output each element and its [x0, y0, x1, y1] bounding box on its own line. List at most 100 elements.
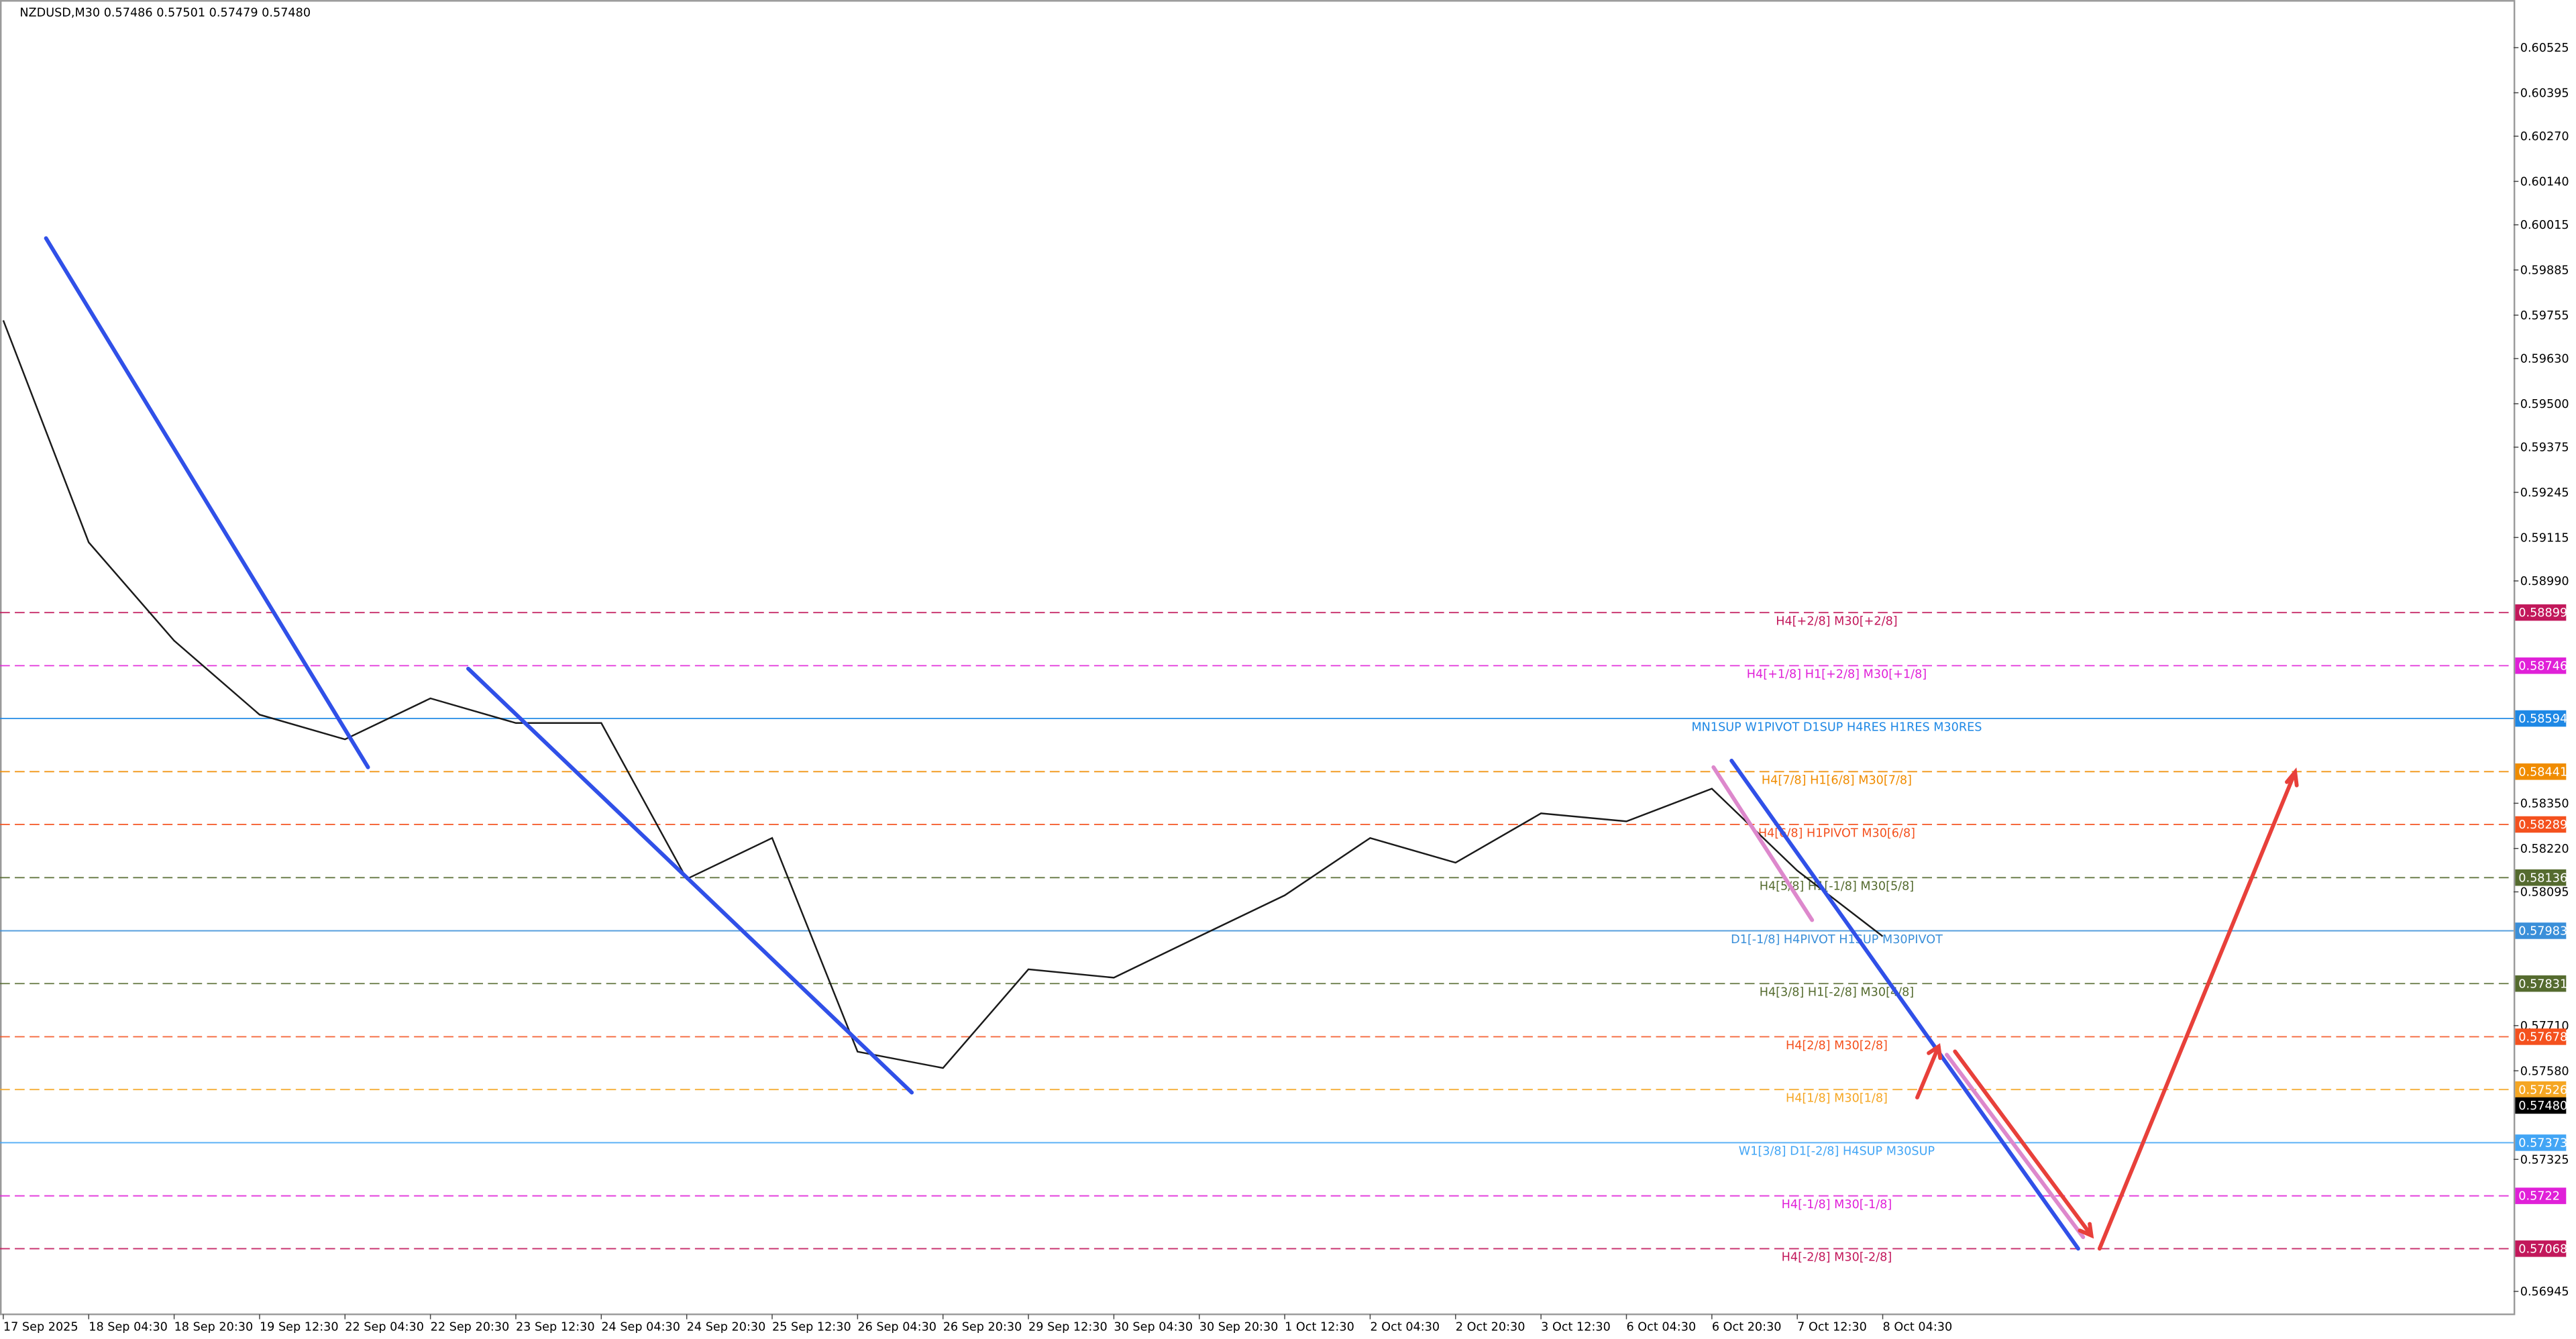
level-tag-label: 0.58441	[2518, 765, 2567, 779]
arrow-head	[2078, 1222, 2094, 1239]
x-tick-label: 30 Sep 20:30	[1199, 1321, 1279, 1334]
level-label: W1[3/8] D1[-2/8] H4SUP M30SUP	[1739, 1145, 1935, 1159]
level-label: H4[+2/8] M30[+2/8]	[1776, 614, 1897, 628]
y-tick-label: 0.60140	[2520, 176, 2569, 189]
x-tick-label: 3 Oct 12:30	[1541, 1321, 1611, 1334]
level-tag-label: 0.57373	[2518, 1137, 2567, 1150]
level-tag-label: 0.58594	[2518, 712, 2567, 726]
x-tick-label: 7 Oct 12:30	[1797, 1321, 1867, 1334]
trend-line	[466, 666, 914, 1095]
level-tag	[2515, 1081, 2567, 1098]
x-tick-label: 26 Sep 04:30	[857, 1321, 936, 1334]
x-tick-label: 25 Sep 12:30	[772, 1321, 851, 1334]
y-tick-label: 0.58990	[2520, 575, 2569, 588]
y-tick-label: 0.56945	[2520, 1285, 2569, 1299]
level-label: H4[3/8] H1[-2/8] M30[4/8]	[1760, 986, 1915, 1000]
y-tick-label: 0.59885	[2520, 264, 2569, 278]
level-tag	[2515, 763, 2567, 780]
y-tick-label: 0.60015	[2520, 219, 2569, 232]
y-tick-label: 0.58095	[2520, 886, 2569, 900]
level-tag-label: 0.57678	[2518, 1031, 2567, 1045]
level-tag-label: 0.57831	[2518, 977, 2567, 991]
y-tick-label: 0.59630	[2520, 353, 2569, 366]
x-tick-label: 18 Sep 20:30	[174, 1321, 254, 1334]
level-tag-label: 0.5722	[2518, 1190, 2560, 1203]
current-price-label: 0.57480	[2518, 1100, 2567, 1113]
y-tick-label: 0.60525	[2520, 42, 2569, 55]
forecast-arrow	[1953, 1049, 2094, 1238]
level-tag-label: 0.58136	[2518, 871, 2567, 885]
trend-line	[1729, 758, 2080, 1251]
x-tick-label: 17 Sep 2025	[3, 1321, 78, 1334]
level-tag	[2515, 1240, 2567, 1257]
level-tag	[2515, 869, 2567, 886]
x-tick-label: 19 Sep 12:30	[260, 1321, 339, 1334]
chart-title: NZDUSD,M30 0.57486 0.57501 0.57479 0.574…	[19, 7, 311, 20]
y-tick-label: 0.58220	[2520, 843, 2569, 856]
y-tick-label: 0.59115	[2520, 531, 2569, 545]
level-tag	[2515, 710, 2567, 727]
y-tick-label: 0.59375	[2520, 441, 2569, 455]
level-label: H4[-1/8] M30[-1/8]	[1782, 1198, 1892, 1212]
y-tick-label: 0.59500	[2520, 398, 2569, 411]
x-tick-label: 22 Sep 20:30	[431, 1321, 510, 1334]
level-tag	[2515, 922, 2567, 939]
y-tick-label: 0.60395	[2520, 87, 2569, 100]
y-tick-label: 0.57325	[2520, 1153, 2569, 1167]
level-tag	[2515, 816, 2567, 833]
plot-border	[0, 0, 2516, 1316]
x-tick-label: 18 Sep 04:30	[89, 1321, 168, 1334]
arrow-head	[1927, 1043, 1943, 1061]
x-tick-label: 26 Sep 20:30	[943, 1321, 1022, 1334]
level-tag-label: 0.57068	[2518, 1242, 2567, 1256]
level-tag	[2515, 1134, 2567, 1151]
x-tick-label: 29 Sep 12:30	[1028, 1321, 1108, 1334]
level-tag-label: 0.58289	[2518, 818, 2567, 832]
current-price-tag	[2515, 1097, 2567, 1114]
y-tick-label: 0.57580	[2520, 1065, 2569, 1078]
level-label: H4[5/8] H1[-1/8] M30[5/8]	[1760, 880, 1915, 894]
forecast-arrow	[1915, 1045, 1941, 1100]
x-tick-label: 23 Sep 12:30	[516, 1321, 595, 1334]
x-tick-label: 24 Sep 20:30	[687, 1321, 766, 1334]
x-tick-label: 2 Oct 04:30	[1370, 1321, 1440, 1334]
level-tag	[2515, 604, 2567, 621]
level-label: H4[2/8] M30[2/8]	[1786, 1039, 1888, 1053]
trend-line	[1945, 1053, 2086, 1240]
level-tag	[2515, 1187, 2567, 1204]
forecast-arrow	[2097, 770, 2298, 1251]
level-tag	[2515, 1028, 2567, 1045]
level-label: H4[6/8] H1PIVOT M30[6/8]	[1758, 826, 1915, 840]
level-label: H4[1/8] M30[1/8]	[1786, 1092, 1888, 1106]
level-tag-label: 0.58899	[2518, 606, 2567, 620]
y-tick-label: 0.58350	[2520, 798, 2569, 811]
y-tick-label: 0.60270	[2520, 130, 2569, 144]
x-tick-label: 6 Oct 04:30	[1626, 1321, 1696, 1334]
x-tick-label: 8 Oct 04:30	[1883, 1321, 1953, 1334]
level-tag	[2515, 975, 2567, 992]
x-tick-label: 24 Sep 04:30	[601, 1321, 680, 1334]
trend-line	[44, 236, 370, 769]
y-tick-label: 0.59245	[2520, 486, 2569, 500]
level-tag-label: 0.57983	[2518, 925, 2567, 939]
level-label: H4[-2/8] M30[-2/8]	[1782, 1251, 1892, 1265]
trend-drawings	[44, 236, 2299, 1251]
level-label: D1[-1/8] H4PIVOT H1SUP M30PIVOT	[1731, 933, 1943, 947]
level-tag-label: 0.58746	[2518, 659, 2567, 673]
trend-line	[1711, 765, 1815, 922]
level-label: H4[7/8] H1[6/8] M30[7/8]	[1762, 774, 1912, 788]
arrow-head	[2285, 767, 2299, 788]
level-label: H4[+1/8] H1[+2/8] M30[+1/8]	[1747, 668, 1927, 682]
x-tick-label: 2 Oct 20:30	[1456, 1321, 1525, 1334]
x-tick-label: 30 Sep 04:30	[1114, 1321, 1193, 1334]
x-tick-label: 6 Oct 20:30	[1712, 1321, 1782, 1334]
level-label: MN1SUP W1PIVOT D1SUP H4RES H1RES M30RES	[1691, 720, 1982, 734]
x-tick-label: 1 Oct 12:30	[1285, 1321, 1354, 1334]
y-tick-label: 0.59755	[2520, 309, 2569, 323]
price-line	[2, 320, 1884, 1069]
layer: 0.60525 0.60395 0.60270 0.60140 0.60015 0.598…	[0, 42, 2569, 1334]
x-tick-label: 22 Sep 04:30	[345, 1321, 424, 1334]
